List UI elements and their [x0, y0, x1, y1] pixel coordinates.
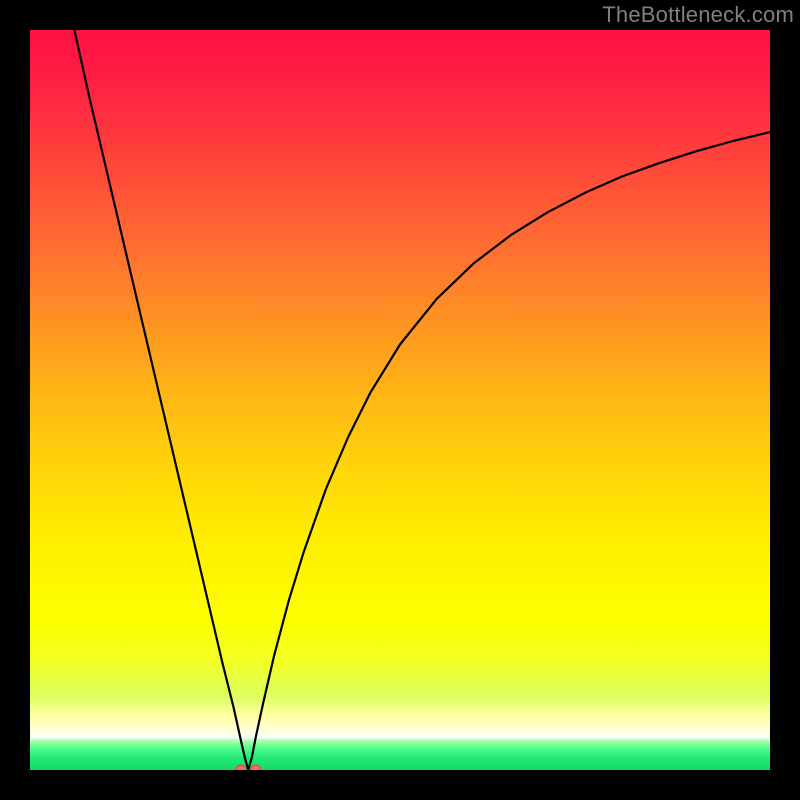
bottleneck-curve-chart [30, 30, 770, 770]
chart-container: TheBottleneck.com [0, 0, 800, 800]
watermark-text: TheBottleneck.com [602, 2, 794, 28]
plot-background [30, 30, 770, 770]
plot-area [30, 30, 770, 770]
